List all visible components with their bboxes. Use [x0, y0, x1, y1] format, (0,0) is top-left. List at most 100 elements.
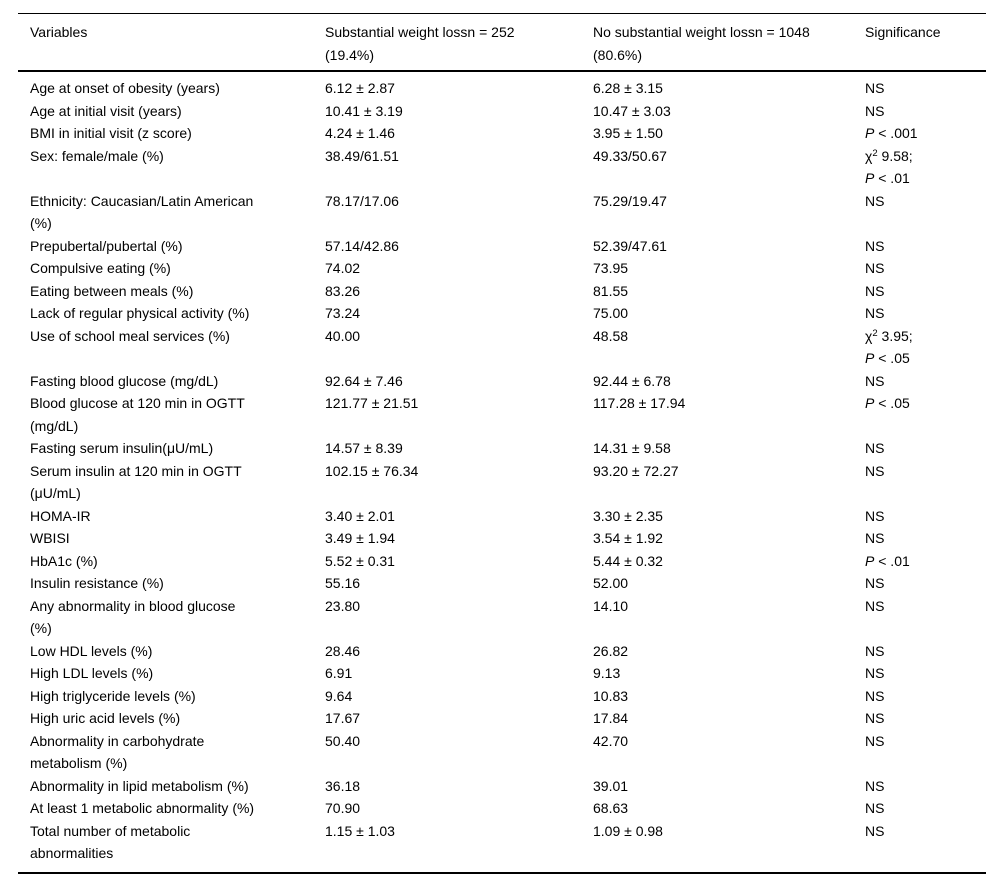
variable-cell: Sex: female/male (%) [30, 145, 325, 190]
variable-cell: Low HDL levels (%) [30, 640, 325, 663]
significance-text: NS [865, 665, 885, 681]
substantial-value-cell: 1.15 ± 1.03 [325, 822, 395, 839]
table-row: WBISI 3.49 ± 1.94 3.54 ± 1.92 NS [30, 527, 986, 550]
variable-label: Lack of regular physical activity (%) [30, 305, 250, 321]
significance-text: NS [865, 192, 885, 209]
variable-cell: At least 1 metabolic abnormality (%) [30, 797, 325, 820]
significance-text: NS [865, 732, 885, 749]
substantial-value-cell: 40.00 [325, 327, 361, 344]
variable-cell: Total number of metabolic abnormalities [30, 820, 325, 865]
significance-cell: NS [865, 100, 986, 123]
variable-label: Fasting blood glucose (mg/dL) [30, 372, 219, 389]
significance-text: NS [865, 440, 885, 456]
variable-label: (mg/dL) [30, 417, 79, 434]
substantial-value-cell: 70.90 [325, 800, 361, 816]
table-header: Variables Substantial weight lossn = 252… [18, 14, 986, 72]
no-substantial-value-cell: 92.44 ± 6.78 [593, 372, 671, 389]
no-substantial-value-cell: 49.33/50.67 [593, 147, 667, 164]
table-row: Insulin resistance (%) 55.16 52.00 NS [30, 572, 986, 595]
variable-label: Any abnormality in blood glucose [30, 597, 236, 614]
column-header-label: (80.6%) [593, 46, 643, 63]
variable-cell: Use of school meal services (%) [30, 325, 325, 370]
significance-text: NS [865, 575, 885, 591]
substantial-value-cell: 50.40 [325, 732, 361, 749]
significance-text: < .05 [874, 350, 910, 366]
column-header-no-substantial-weight-loss: No substantial weight lossn = 1048 (80.6… [593, 21, 865, 66]
variable-cell: Age at onset of obesity (years) [30, 77, 325, 100]
significance-text: 3.95; [877, 327, 913, 344]
significance-text: NS [865, 282, 885, 299]
significance-text: NS [865, 305, 885, 321]
no-substantial-value-cell: 68.63 [593, 800, 629, 816]
no-substantial-value-cell: 3.95 ± 1.50 [593, 125, 663, 141]
significance-cell: NS [865, 460, 986, 505]
variable-label: Total number of metabolic [30, 822, 191, 839]
significance-text: < .01 [874, 170, 910, 186]
variable-label: (%) [30, 215, 52, 231]
significance-text: NS [865, 462, 885, 479]
significance-cell: NS [865, 257, 986, 280]
table-row: Blood glucose at 120 min in OGTT (mg/dL) 1… [30, 392, 986, 437]
substantial-value-cell: 121.77 ± 21.51 [325, 395, 419, 411]
significance-text: χ [865, 327, 873, 344]
significance-text: P [865, 125, 875, 141]
superscript: 2 [872, 327, 878, 339]
no-substantial-value-cell: 26.82 [593, 642, 629, 659]
table-body: Age at onset of obesity (years) 6.12 ± 2.… [18, 72, 986, 874]
table-row: Fasting blood glucose (mg/dL) 92.64 ± 7.4… [30, 370, 986, 393]
significance-text: NS [865, 102, 885, 119]
substantial-value-cell: 83.26 [325, 282, 361, 299]
substantial-value-cell: 28.46 [325, 642, 361, 659]
variable-cell: Any abnormality in blood glucose (%) [30, 595, 325, 640]
no-substantial-value-cell: 3.54 ± 1.92 [593, 530, 663, 546]
variable-label: Fasting serum insulin(μU/mL) [30, 440, 214, 456]
significance-text: NS [865, 507, 885, 524]
significance-cell: NS [865, 685, 986, 708]
significance-cell: NS [865, 505, 986, 528]
no-substantial-value-cell: 117.28 ± 17.94 [593, 395, 686, 411]
table-row: Total number of metabolic abnormalities 1.… [30, 820, 986, 865]
significance-cell: P < .05 [865, 392, 986, 437]
significance-cell: NS [865, 370, 986, 393]
table-row: High triglyceride levels (%) 9.64 10.83 NS [30, 685, 986, 708]
column-header-label: Significance [865, 24, 941, 40]
no-substantial-value-cell: 75.00 [593, 305, 629, 321]
significance-cell: NS [865, 280, 986, 303]
variable-label: Serum insulin at 120 min in OGTT [30, 462, 242, 479]
significance-text: 9.58; [877, 147, 913, 164]
no-substantial-value-cell: 14.10 [593, 597, 629, 614]
table-row: Use of school meal services (%) 40.00 48.5… [30, 325, 986, 370]
variable-cell: Insulin resistance (%) [30, 572, 325, 595]
variable-label: (μU/mL) [30, 485, 81, 501]
variable-label: abnormalities [30, 845, 114, 861]
substantial-value-cell: 102.15 ± 76.34 [325, 462, 419, 479]
substantial-value-cell: 17.67 [325, 710, 361, 726]
variable-cell: BMI in initial visit (z score) [30, 122, 325, 145]
significance-text: P [865, 170, 875, 186]
no-substantial-value-cell: 48.58 [593, 327, 629, 344]
substantial-value-cell: 5.52 ± 0.31 [325, 552, 395, 569]
table-row: Sex: female/male (%) 38.49/61.51 49.33/50.… [30, 145, 986, 190]
significance-cell: NS [865, 190, 986, 235]
significance-text: NS [865, 710, 885, 726]
no-substantial-value-cell: 17.84 [593, 710, 629, 726]
significance-text: < .05 [874, 395, 910, 411]
substantial-value-cell: 9.64 [325, 687, 353, 704]
no-substantial-value-cell: 52.00 [593, 575, 629, 591]
significance-text: P [865, 350, 875, 366]
substantial-value-cell: 74.02 [325, 260, 361, 276]
significance-cell: NS [865, 77, 986, 100]
variable-label: Compulsive eating (%) [30, 260, 171, 276]
no-substantial-value-cell: 73.95 [593, 260, 629, 276]
no-substantial-value-cell: 39.01 [593, 777, 629, 794]
column-header-label: No substantial weight lossn = 1048 [593, 24, 810, 40]
variable-cell: High triglyceride levels (%) [30, 685, 325, 708]
variable-label: Ethnicity: Caucasian/Latin American [30, 192, 254, 209]
substantial-value-cell: 36.18 [325, 777, 361, 794]
column-header-significance: Significance [865, 21, 986, 66]
no-substantial-value-cell: 93.20 ± 72.27 [593, 462, 679, 479]
variable-label: Sex: female/male (%) [30, 147, 164, 164]
significance-cell: NS [865, 595, 986, 640]
variable-label: High LDL levels (%) [30, 665, 154, 681]
variable-cell: High uric acid levels (%) [30, 707, 325, 730]
